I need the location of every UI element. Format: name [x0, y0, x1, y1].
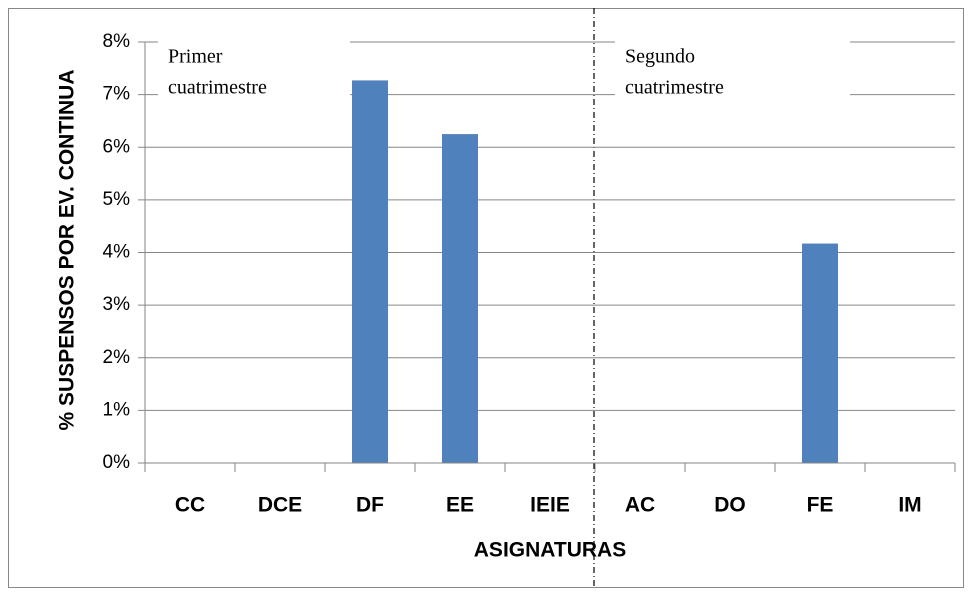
- annotation-text: Primer: [168, 46, 223, 68]
- y-tick-label: 8%: [103, 31, 131, 52]
- y-tick-label: 5%: [103, 189, 131, 210]
- x-tick-label: EE: [446, 494, 474, 517]
- y-tick-label: 0%: [103, 452, 131, 473]
- x-axis-title: ASIGNATURAS: [474, 539, 626, 562]
- y-tick-label: 1%: [103, 399, 131, 420]
- y-tick-label: 3%: [103, 294, 131, 315]
- annotation-text: cuatrimestre: [168, 77, 267, 99]
- x-tick-label: DCE: [258, 494, 302, 517]
- x-tick-label: FE: [807, 494, 834, 517]
- y-tick-label: 6%: [103, 136, 131, 157]
- bar: [352, 80, 388, 463]
- x-tick-label: IEIE: [530, 494, 570, 517]
- annotation-text: cuatrimestre: [625, 77, 724, 99]
- x-tick-label: CC: [175, 494, 205, 517]
- bar: [802, 243, 838, 463]
- y-tick-label: 2%: [103, 347, 131, 368]
- x-tick-label: DO: [714, 494, 746, 517]
- annotation-box: [615, 28, 850, 114]
- y-axis-title: % SUSPENSOS POR EV. CONTINUA: [56, 70, 79, 431]
- annotation-box: [158, 28, 350, 114]
- x-tick-label: AC: [625, 494, 655, 517]
- bar: [442, 134, 478, 463]
- annotation-text: Segundo: [625, 46, 695, 68]
- x-tick-label: IM: [898, 494, 921, 517]
- x-tick-label: DF: [356, 494, 384, 517]
- y-tick-label: 7%: [103, 84, 131, 105]
- y-tick-label: 4%: [103, 242, 131, 263]
